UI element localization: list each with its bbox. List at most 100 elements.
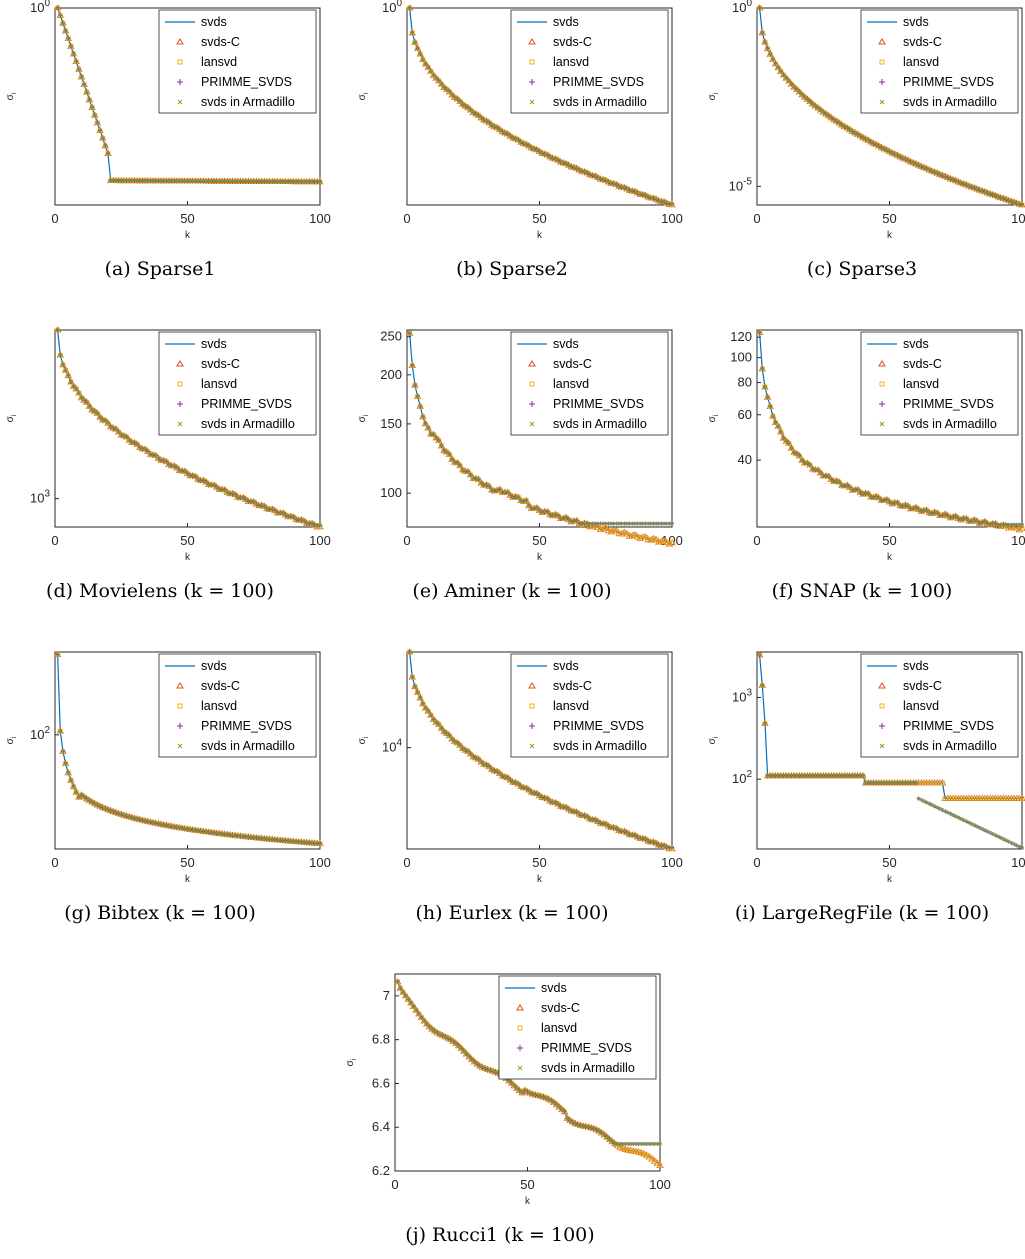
marker-armadillo [622,829,627,834]
marker-armadillo [654,521,658,526]
marker-armadillo [426,65,430,70]
marker-armadillo [667,202,672,206]
legend-box [158,331,317,436]
marker-armadillo [281,179,285,184]
marker-armadillo [79,793,84,797]
chart-panel-movielens: 0 50 100 k 103 σi svds svds-C lansvd PRIMME_SVDS s… [0,322,331,602]
legend-label: lansvd [541,1021,577,1035]
marker-armadillo [549,1098,554,1103]
marker-armadillo [626,1142,630,1146]
marker-armadillo [655,1142,660,1146]
marker-armadillo [643,193,648,198]
marker-armadillo [315,180,320,184]
marker-armadillo [874,781,879,785]
marker-armadillo [829,477,833,482]
marker-armadillo [855,132,860,137]
marker-armadillo [204,830,208,834]
marker-armadillo [241,495,245,500]
marker-armadillo [151,179,155,183]
marker-armadillo [442,729,446,734]
marker-armadillo [824,774,828,778]
marker-armadillo [153,453,158,458]
marker-armadillo [637,1142,641,1146]
marker-armadillo [304,179,309,184]
marker-armadillo [599,1131,604,1135]
legend-swatch [176,682,184,689]
marker-armadillo [254,502,259,507]
chart-svg: 0 50 100 k 40 60 80 100 120 σi svds svds-C lansvd PRI… [707,328,1025,563]
x-tick-label: 100 [1011,211,1025,226]
marker-armadillo [209,830,214,835]
marker-armadillo [77,391,81,395]
y-tick-label: 6.6 [372,1075,390,1090]
legend-swatch [516,1004,524,1011]
marker-armadillo [911,781,916,785]
y-tick-label: 200 [380,367,402,382]
marker-lansvd [656,539,662,545]
marker-armadillo [596,819,600,824]
marker-armadillo [874,142,879,147]
marker-armadillo [643,837,648,842]
marker-armadillo [204,480,208,484]
marker-armadillo [484,483,489,487]
chart-svg: 0 50 100 k 102 σi svds svds-C lansvd PRIMME_SVDSs… [5,650,331,885]
legend-swatch [529,401,535,407]
x-tick-label: 100 [1011,533,1025,548]
marker-armadillo [318,841,322,846]
marker-armadillo [824,112,828,116]
marker-armadillo [603,178,608,183]
marker-armadillo [906,504,910,509]
marker-armadillo [409,1001,413,1005]
marker-armadillo [1001,523,1006,527]
marker-lansvd [666,541,672,547]
marker-armadillo [545,510,550,514]
marker-armadillo [463,469,468,474]
marker-armadillo [310,180,314,184]
legend-label: svds in Armadillo [553,95,647,109]
y-tick-label: 102 [30,725,50,742]
legend-swatch [878,360,886,367]
marker-armadillo [116,430,121,434]
marker-armadillo [779,774,783,778]
marker-armadillo [524,786,529,790]
marker-armadillo [127,178,131,183]
marker-armadillo [805,774,810,778]
marker-armadillo [818,774,823,778]
legend-swatch [177,59,183,65]
marker-armadillo [507,1079,511,1083]
marker-armadillo [837,121,841,125]
y-axis-label: σi [707,736,720,744]
marker-armadillo [638,521,642,526]
marker-armadillo [167,179,171,183]
marker-armadillo [448,1037,453,1042]
x-tick-label: 50 [532,211,546,226]
caption: (f) SNAP (k = 100) [771,580,953,602]
marker-armadillo [633,521,637,526]
marker-armadillo [66,36,71,41]
marker-armadillo [482,483,486,488]
marker-armadillo [148,452,153,457]
chart-svg: 0 50 100k100150200250σisvdssvds-ClansvdPRI… [357,329,683,563]
marker-armadillo [794,87,799,92]
y-axis-label: σi [5,92,18,100]
marker-armadillo [98,128,102,133]
marker-armadillo [556,158,560,163]
legend-label: svds [201,15,227,29]
marker-armadillo [406,997,411,1002]
marker-armadillo [456,1044,461,1048]
chart-panel-sparse1: 0 50 100 k 100 σi svds svds-C lansvd PRIMME_SVDS s… [0,0,331,280]
marker-armadillo [792,774,796,778]
marker-armadillo [228,179,232,184]
y-axis-label: σi [357,92,370,100]
y-axis-label: σi [357,736,370,744]
marker-armadillo [167,824,171,828]
y-tick-label: 40 [738,452,752,467]
x-axis-label: k [185,552,191,563]
marker-armadillo [776,424,780,429]
marker-armadillo [561,805,566,809]
marker-armadillo [951,515,955,519]
marker-armadillo [204,179,208,183]
marker-armadillo [475,1062,479,1066]
marker-armadillo [196,179,200,183]
marker-armadillo [646,521,650,526]
